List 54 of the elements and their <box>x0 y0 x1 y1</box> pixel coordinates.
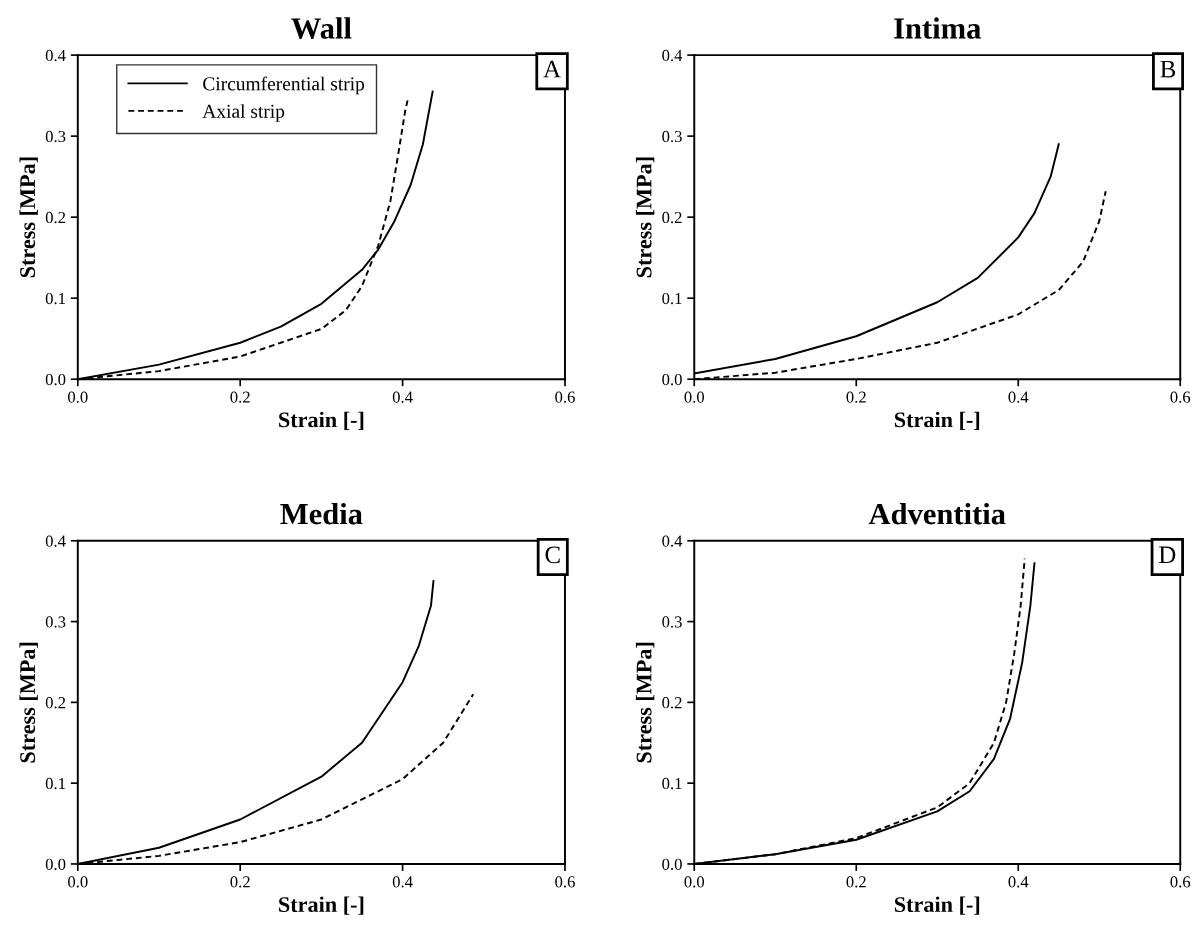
y-tick-label: 0.2 <box>45 697 66 709</box>
x-tick-label: 0.6 <box>555 391 575 403</box>
y-tick-label: 0.3 <box>45 130 66 143</box>
x-tick-label: 0.0 <box>68 876 88 888</box>
x-axis-title: Strain [-] <box>894 896 980 915</box>
chart-title: Media <box>280 502 363 525</box>
y-axis-title: Stress [MPa] <box>635 157 655 278</box>
y-tick-label: 0.4 <box>45 49 66 62</box>
x-tick-label: 0.0 <box>68 391 88 403</box>
y-tick-label: 0.1 <box>45 292 65 305</box>
chart-title: Adventitia <box>868 502 1006 525</box>
x-tick-label: 0.4 <box>1008 876 1029 888</box>
x-tick-label: 0.6 <box>555 876 575 888</box>
x-tick-label: 0.6 <box>1170 876 1191 888</box>
x-tick-label: 0.2 <box>230 876 250 888</box>
y-tick-label: 0.0 <box>662 373 682 386</box>
y-tick-label: 0.1 <box>662 777 682 790</box>
x-tick-label: 0.4 <box>1008 391 1029 403</box>
y-tick-label: 0.4 <box>662 535 683 547</box>
legend-label: Circumferential strip <box>203 76 365 95</box>
y-tick-label: 0.1 <box>662 292 682 305</box>
x-tick-label: 0.6 <box>1170 391 1191 403</box>
x-tick-label: 0.0 <box>684 876 705 888</box>
x-tick-label: 0.4 <box>392 391 413 403</box>
y-axis-title: Stress [MPa] <box>19 157 38 278</box>
x-tick-label: 0.2 <box>230 391 250 403</box>
y-tick-label: 0.3 <box>662 616 682 628</box>
y-tick-label: 0.2 <box>662 211 682 224</box>
annotation: A <box>543 60 561 78</box>
y-tick-label: 0.2 <box>45 211 66 224</box>
y-tick-label: 0.0 <box>45 373 66 386</box>
x-tick-label: 0.4 <box>392 876 413 888</box>
x-axis-title: Strain [-] <box>279 896 364 915</box>
chart-title: Wall <box>291 17 352 39</box>
y-axis-title: Stress [MPa] <box>19 642 38 763</box>
y-tick-label: 0.2 <box>662 697 682 709</box>
y-tick-label: 0.4 <box>45 535 66 547</box>
x-tick-label: 0.0 <box>684 391 705 403</box>
y-tick-label: 0.4 <box>662 49 683 62</box>
y-tick-label: 0.1 <box>45 777 65 790</box>
x-tick-label: 0.2 <box>846 876 866 888</box>
x-axis-title: Strain [-] <box>279 411 364 431</box>
y-tick-label: 0.0 <box>45 858 66 870</box>
y-tick-label: 0.3 <box>662 130 682 143</box>
annotation: C <box>545 546 560 564</box>
x-axis-title: Strain [-] <box>894 411 980 431</box>
y-axis-title: Stress [MPa] <box>635 642 655 763</box>
annotation: D <box>1159 546 1176 564</box>
annotation: B <box>1160 60 1176 78</box>
y-tick-label: 0.3 <box>45 616 66 628</box>
x-tick-label: 0.2 <box>846 391 866 403</box>
legend-label: Axial strip <box>202 104 285 122</box>
y-tick-label: 0.0 <box>662 858 682 870</box>
chart-title: Intima <box>894 17 981 39</box>
